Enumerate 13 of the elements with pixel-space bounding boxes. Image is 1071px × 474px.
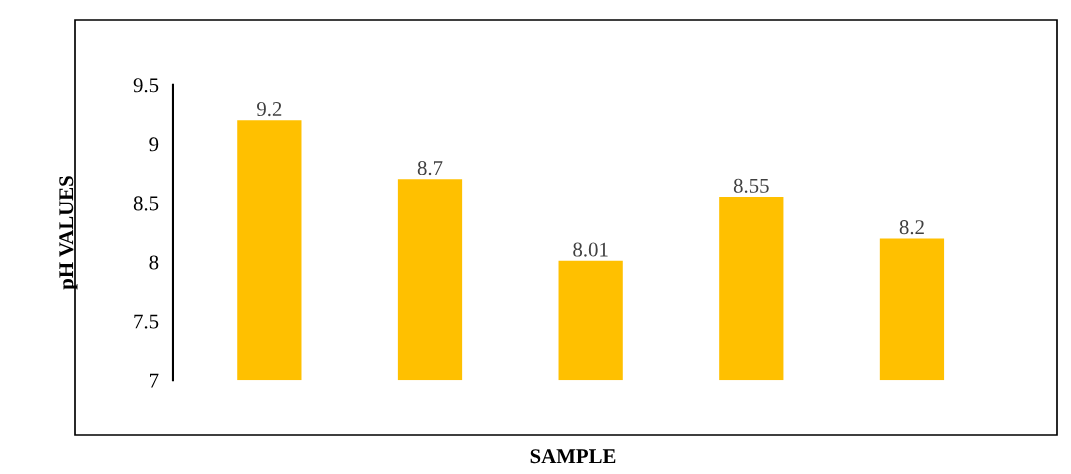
y-axis-title: pH VALUES [59,176,78,290]
data-label: 8.2 [899,220,924,235]
y-tick-label: 7 [150,373,159,388]
y-tick-label: 7.5 [134,314,159,329]
y-tick-label: 8 [149,255,159,270]
data-label: 8.55 [733,178,769,193]
data-label: 9.2 [257,102,282,117]
x-axis-title: SAMPLE [530,449,616,464]
data-label: 8.7 [417,161,443,176]
data-label: 8.01 [573,242,608,257]
y-tick-label: 9.5 [133,78,159,93]
y-tick-label: 9 [149,137,159,152]
y-tick-label: 8.5 [133,196,159,211]
